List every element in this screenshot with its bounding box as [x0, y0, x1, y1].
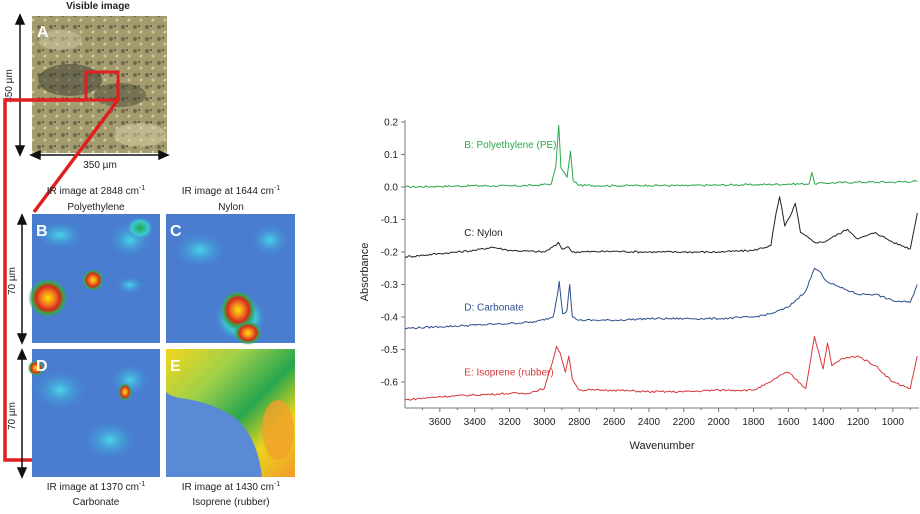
y-tick-label: 0.0: [384, 183, 398, 194]
panel-a-letter: A: [37, 24, 49, 41]
image-panel: Visible image A 350 µm 350 µm: [3, 1, 295, 508]
series-label: D: Carbonate: [464, 303, 524, 314]
map-d-caption-line1: IR image at 1370 cm-1: [47, 481, 146, 493]
x-tick-label: 2200: [673, 417, 696, 428]
visible-image-title: Visible image: [66, 1, 130, 12]
ir-map-e: E: [166, 349, 295, 477]
x-tick-label: 1600: [777, 417, 800, 428]
y-tick-label: -0.4: [381, 313, 399, 324]
series-line: [404, 124, 918, 189]
scale-label-70-bottom: 70 µm: [7, 402, 18, 430]
series-line: [404, 267, 918, 330]
x-tick-label: 2800: [568, 417, 591, 428]
scale-bar-vertical: [14, 13, 26, 157]
map-d-caption-sup: -1: [139, 481, 145, 488]
series-line: [404, 336, 918, 401]
map-d-letter: D: [36, 358, 48, 375]
x-tick-label: 3000: [533, 417, 556, 428]
map-d-caption-line2: Carbonate: [73, 497, 120, 508]
map-e-caption-text: IR image at 1430 cm: [182, 482, 274, 493]
series-label: C: Nylon: [464, 228, 502, 239]
map-c-letter: C: [170, 223, 182, 240]
map-e-caption-sup: -1: [274, 481, 280, 488]
x-tick-label: 3400: [464, 417, 487, 428]
map-c-caption-text: IR image at 1644 cm: [182, 186, 274, 197]
scale-label-vertical: 350 µm: [4, 69, 15, 103]
x-tick-label: 3600: [429, 417, 452, 428]
series-layer: [404, 124, 918, 401]
ir-map-d: D: [28, 349, 160, 477]
y-axis-label: Absorbance: [359, 243, 371, 302]
ir-map-c: C: [166, 214, 295, 345]
y-tick-label: 0.2: [384, 118, 398, 129]
y-tick-label: -0.5: [381, 345, 399, 356]
map-e-caption-line1: IR image at 1430 cm-1: [182, 481, 281, 493]
scale-bar-horizontal: [29, 149, 170, 161]
scale-label-70-top: 70 µm: [7, 267, 18, 295]
y-tick-label: -0.6: [381, 378, 399, 389]
map-c-caption-line1: IR image at 1644 cm-1: [182, 185, 281, 197]
ir-map-b: B: [28, 214, 160, 343]
y-tick-label: -0.3: [381, 280, 399, 291]
map-d-caption-text: IR image at 1370 cm: [47, 482, 139, 493]
map-b-caption-line2: Polyethylene: [67, 202, 125, 213]
series-label: E: Isoprene (rubber): [464, 368, 554, 379]
x-tick-label: 1200: [847, 417, 870, 428]
x-axis-label: Wavenumber: [629, 440, 694, 452]
map-b-caption-text: IR image at 2848 cm: [47, 186, 139, 197]
series-line: [404, 196, 918, 258]
map-b-caption-sup: -1: [139, 185, 145, 192]
x-tick-label: 1400: [812, 417, 835, 428]
visible-image-a: A: [32, 16, 167, 153]
x-tick-label: 1800: [742, 417, 765, 428]
spectra-chart: 0.2 0.1 0.0 -0.1 -0.2 -0.3 -0.4 -0.5 -0.6 3600 34…: [359, 118, 919, 452]
zoom-connector: [3, 80, 120, 462]
map-b-letter: B: [36, 223, 48, 240]
x-tick-label: 2400: [638, 417, 661, 428]
series-label: B: Polyethylene (PE): [464, 140, 556, 151]
y-tick-label: -0.1: [381, 215, 399, 226]
map-c-caption-line2: Nylon: [218, 202, 244, 213]
map-c-caption-sup: -1: [274, 185, 280, 192]
y-tick-label: 0.1: [384, 150, 398, 161]
y-axis: 0.2 0.1 0.0 -0.1 -0.2 -0.3 -0.4 -0.5 -0.6: [381, 118, 406, 408]
y-tick-label: -0.2: [381, 248, 399, 259]
x-tick-label: 2000: [708, 417, 731, 428]
scale-bar-70-top: [16, 213, 28, 345]
map-e-letter: E: [170, 358, 181, 375]
x-tick-label: 1000: [882, 417, 905, 428]
map-b-caption-line1: IR image at 2848 cm-1: [47, 185, 146, 197]
x-axis: 3600 3400 3200 3000 2800 2600 2400 2200 2000 1800…: [405, 407, 919, 428]
x-tick-label: 2600: [603, 417, 626, 428]
x-tick-label: 3200: [498, 417, 521, 428]
scale-label-horizontal: 350 µm: [83, 160, 117, 171]
series-labels: B: Polyethylene (PE) C: Nylon D: Carbonate…: [464, 140, 556, 379]
scale-bar-70-bottom: [16, 348, 28, 479]
map-e-caption-line2: Isoprene (rubber): [192, 497, 269, 508]
